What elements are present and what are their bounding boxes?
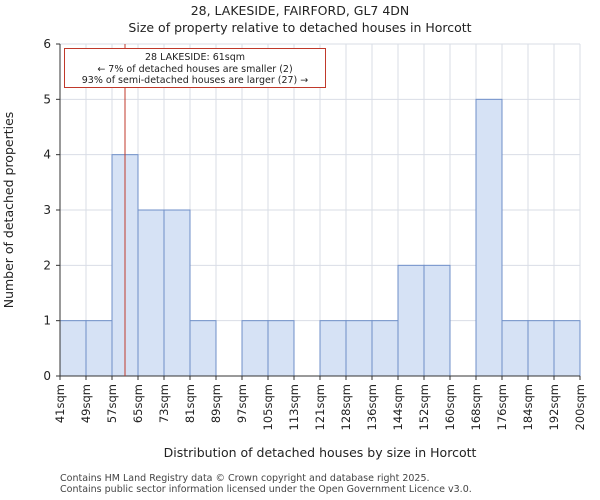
attribution-footer: Contains HM Land Registry data © Crown c… — [60, 473, 472, 495]
histogram-bar — [267, 320, 295, 377]
x-tick-label: 81sqm — [183, 384, 197, 423]
x-tick-label: 136sqm — [365, 384, 379, 430]
y-tick-label: 6 — [43, 37, 51, 51]
histogram-bar — [475, 98, 503, 377]
x-tick-label: 41sqm — [53, 384, 67, 423]
x-tick-label: 168sqm — [469, 384, 483, 430]
annotation-line-3: 93% of semi-detached houses are larger (… — [81, 75, 309, 86]
x-tick-label: 49sqm — [79, 384, 93, 423]
y-tick-label: 2 — [43, 258, 51, 272]
property-annotation-box: 28 LAKESIDE: 61sqm ← 7% of detached hous… — [64, 48, 326, 88]
x-tick-label: 89sqm — [209, 384, 223, 423]
chart-title: 28, LAKESIDE, FAIRFORD, GL7 4DN — [190, 3, 410, 18]
y-tick-label: 5 — [43, 92, 51, 106]
chart-title-block: 28, LAKESIDE, FAIRFORD, GL7 4DN Size of … — [0, 2, 600, 36]
y-tick-label: 0 — [43, 369, 51, 383]
histogram-bar — [59, 320, 87, 377]
x-tick-label: 65sqm — [131, 384, 145, 423]
x-tick-label: 128sqm — [339, 384, 353, 430]
x-tick-label: 113sqm — [287, 384, 301, 430]
x-tick-label: 200sqm — [573, 384, 587, 430]
x-tick-label: 144sqm — [391, 384, 405, 430]
histogram-bar — [85, 320, 113, 377]
chart-subtitle: Size of property relative to detached ho… — [128, 20, 472, 35]
histogram-bar — [319, 320, 347, 377]
y-axis-label: Number of detached properties — [1, 112, 16, 309]
histogram-bar — [241, 320, 269, 377]
x-axis-label: Distribution of detached houses by size … — [164, 445, 477, 460]
histogram-bar — [371, 320, 399, 377]
x-tick-label: 192sqm — [547, 384, 561, 430]
histogram-bar — [137, 209, 165, 377]
histogram-bar — [345, 320, 373, 377]
x-tick-label: 97sqm — [235, 384, 249, 423]
y-tick-label: 3 — [43, 203, 51, 217]
x-tick-label: 121sqm — [313, 384, 327, 430]
histogram-bar — [397, 264, 425, 377]
x-tick-label: 160sqm — [443, 384, 457, 430]
x-tick-label: 105sqm — [261, 384, 275, 430]
histogram-bar — [423, 264, 451, 377]
attribution-line-2: Contains public sector information licen… — [60, 484, 472, 495]
x-tick-label: 57sqm — [105, 384, 119, 423]
histogram-bar — [163, 209, 191, 377]
histogram-bar — [527, 320, 555, 377]
x-tick-label: 152sqm — [417, 384, 431, 430]
y-tick-label: 1 — [43, 314, 51, 328]
x-tick-label: 184sqm — [521, 384, 535, 430]
annotation-line-2: ← 7% of detached houses are smaller (2) — [97, 63, 293, 75]
annotation-line-1: 28 LAKESIDE: 61sqm — [144, 52, 246, 63]
histogram-bar — [189, 320, 217, 377]
attribution-line-1: Contains HM Land Registry data © Crown c… — [60, 473, 430, 484]
x-tick-label: 73sqm — [157, 384, 171, 423]
histogram-bar — [553, 320, 581, 377]
histogram-bar — [501, 320, 529, 377]
y-tick-label: 4 — [43, 148, 51, 162]
x-tick-label: 176sqm — [495, 384, 509, 430]
